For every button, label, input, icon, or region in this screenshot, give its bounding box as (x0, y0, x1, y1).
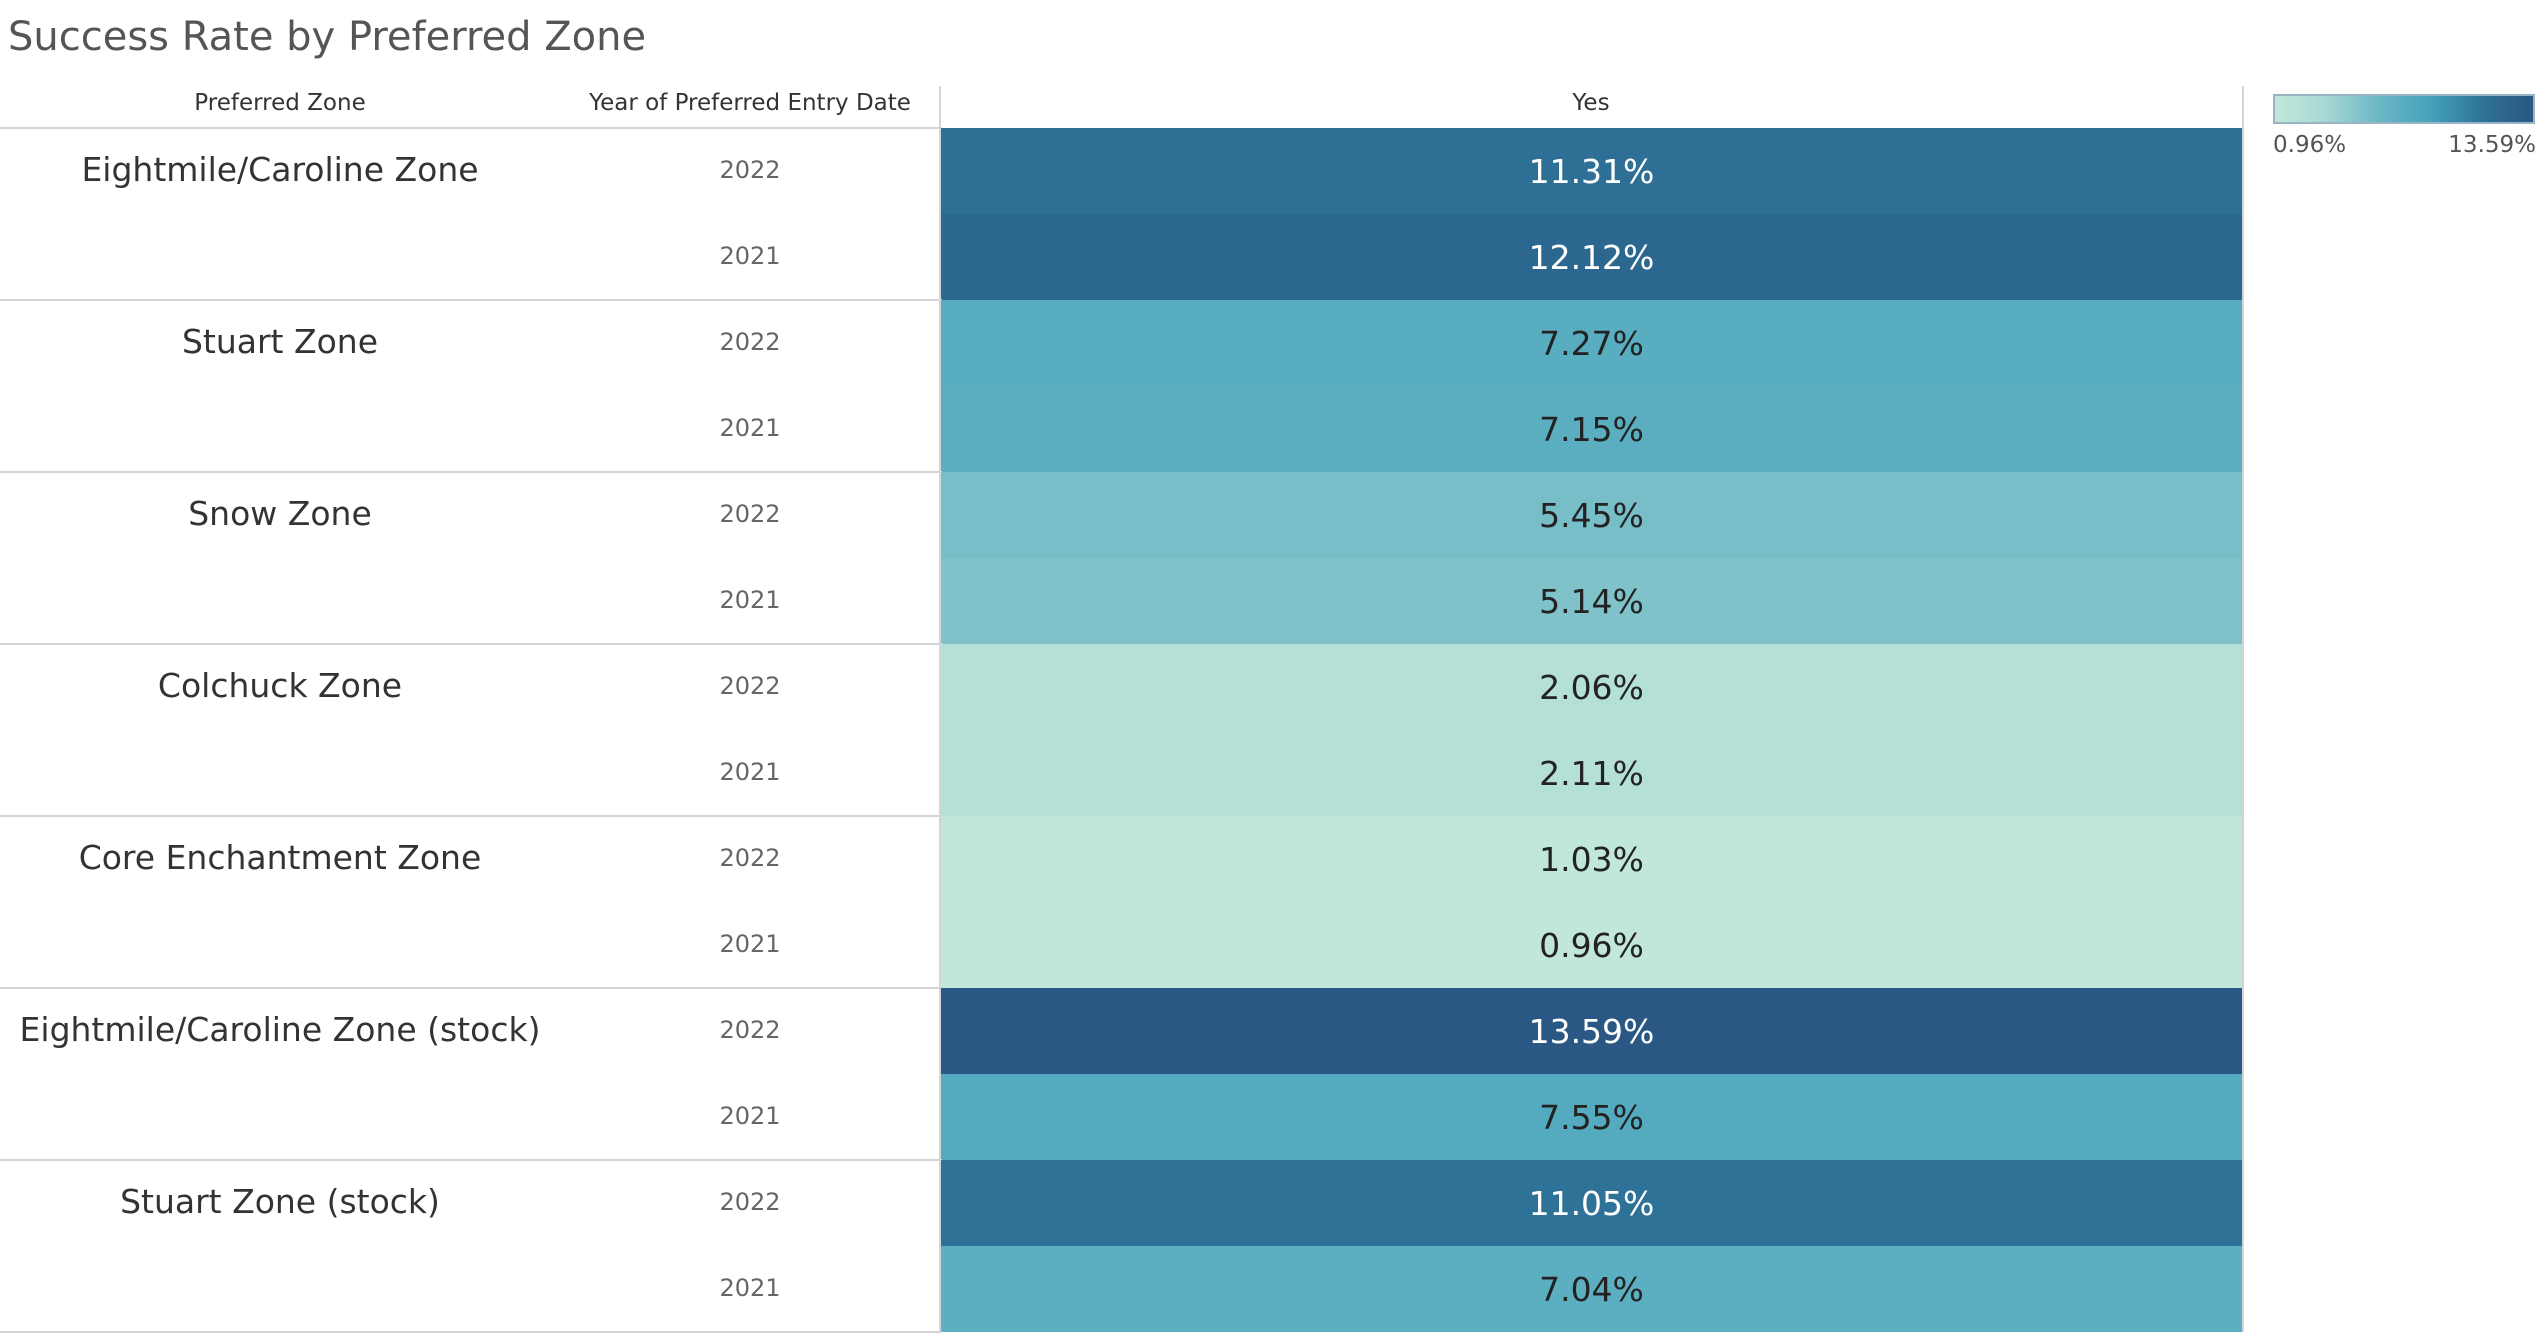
zone-divider (0, 299, 942, 301)
color-legend-bar[interactable] (2273, 94, 2535, 124)
heatmap-cell[interactable]: 0.96% (941, 902, 2242, 988)
cell-value-label: 5.45% (1539, 495, 1644, 535)
chart-title: Success Rate by Preferred Zone (8, 14, 647, 60)
year-label: 2021 (719, 1274, 781, 1302)
heatmap-cell[interactable]: 2.11% (941, 730, 2242, 816)
year-label: 2021 (719, 242, 781, 270)
year-label: 2022 (719, 672, 781, 700)
year-label: 2021 (719, 586, 781, 614)
legend-max-label: 13.59% (2448, 132, 2536, 158)
heatmap-cell[interactable]: 12.12% (941, 214, 2242, 300)
heatmap-cell[interactable]: 7.55% (941, 1074, 2242, 1160)
zone-label: Eightmile/Caroline Zone (stock) (19, 1010, 541, 1049)
zone-label: Snow Zone (188, 494, 372, 533)
column-header-year[interactable]: Year of Preferred Entry Date (589, 90, 911, 116)
heatmap-cell[interactable]: 7.04% (941, 1246, 2242, 1332)
heatmap-cell[interactable]: 13.59% (941, 988, 2242, 1074)
column-divider (939, 86, 941, 1332)
heatmap-cell[interactable]: 11.31% (941, 128, 2242, 214)
zone-label: Eightmile/Caroline Zone (81, 150, 479, 189)
column-header-preferred-zone[interactable]: Preferred Zone (194, 90, 366, 116)
heatmap-cell[interactable]: 11.05% (941, 1160, 2242, 1246)
cell-value-label: 5.14% (1539, 581, 1644, 621)
zone-label: Stuart Zone (stock) (120, 1182, 440, 1221)
cell-value-label: 7.55% (1539, 1097, 1644, 1137)
zone-divider (0, 987, 942, 989)
cell-value-label: 11.05% (1528, 1183, 1655, 1223)
heatmap-cell[interactable]: 1.03% (941, 816, 2242, 902)
zone-divider (0, 1159, 942, 1161)
year-label: 2021 (719, 930, 781, 958)
heatmap-cell[interactable]: 2.06% (941, 644, 2242, 730)
zone-label: Colchuck Zone (157, 666, 403, 705)
header-divider (0, 127, 942, 129)
year-label: 2022 (719, 1188, 781, 1216)
year-label: 2022 (719, 500, 781, 528)
zone-divider (0, 643, 942, 645)
year-label: 2022 (719, 1016, 781, 1044)
year-label: 2022 (719, 328, 781, 356)
cell-value-label: 11.31% (1528, 151, 1655, 191)
cell-value-label: 7.04% (1539, 1269, 1644, 1309)
zone-label: Stuart Zone (181, 322, 379, 361)
heatmap-cell[interactable]: 7.27% (941, 300, 2242, 386)
cell-value-label: 1.03% (1539, 839, 1644, 879)
cell-value-label: 12.12% (1528, 237, 1655, 277)
legend-min-label: 0.96% (2273, 132, 2347, 158)
cell-value-label: 2.06% (1539, 667, 1644, 707)
heatmap-cell[interactable]: 5.45% (941, 472, 2242, 558)
year-label: 2021 (719, 758, 781, 786)
heatmap-cell[interactable]: 7.15% (941, 386, 2242, 472)
cell-value-label: 7.27% (1539, 323, 1644, 363)
zone-divider (0, 815, 942, 817)
cell-value-label: 7.15% (1539, 409, 1644, 449)
heatmap-cell[interactable]: 5.14% (941, 558, 2242, 644)
year-label: 2021 (719, 414, 781, 442)
zone-divider (0, 471, 942, 473)
right-border (2242, 86, 2244, 1332)
cell-value-label: 0.96% (1539, 925, 1644, 965)
cell-value-label: 2.11% (1539, 753, 1644, 793)
year-label: 2022 (719, 844, 781, 872)
year-label: 2022 (719, 156, 781, 184)
cell-value-label: 13.59% (1528, 1011, 1655, 1051)
year-label: 2021 (719, 1102, 781, 1130)
zone-label: Core Enchantment Zone (78, 838, 482, 877)
column-header-yes[interactable]: Yes (1572, 90, 1610, 116)
